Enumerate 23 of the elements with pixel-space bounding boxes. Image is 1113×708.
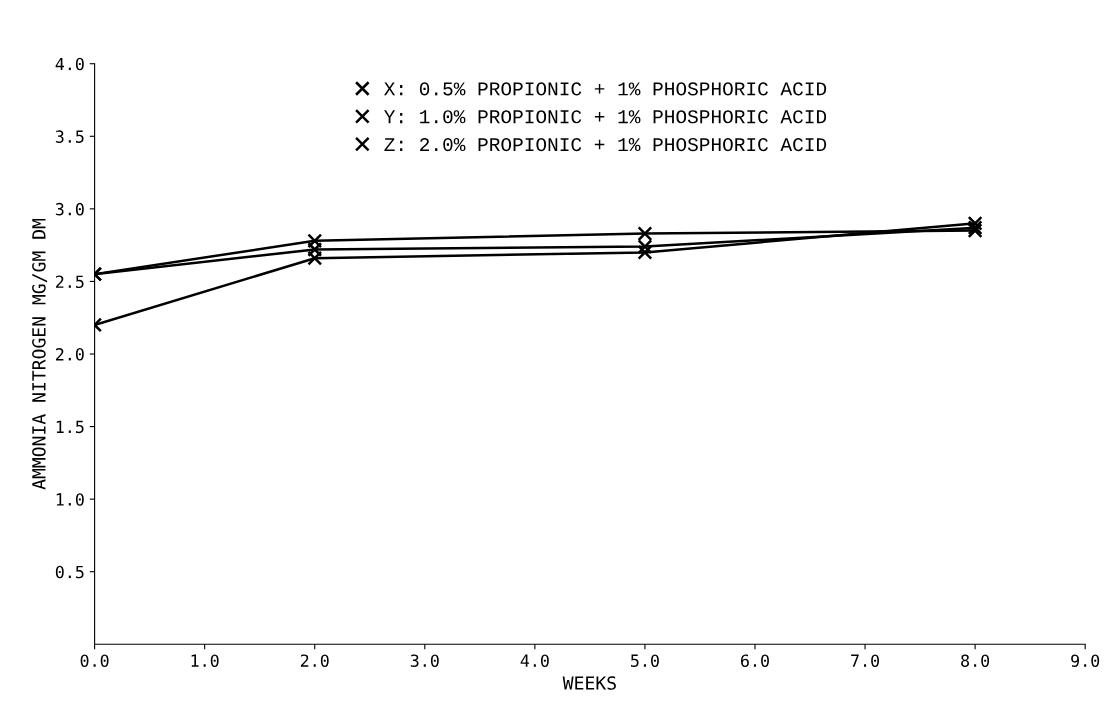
x-tick-label: 4.0: [520, 654, 549, 667]
x-tick-label: 2.0: [300, 654, 329, 667]
x-tick-label: 6.0: [741, 654, 769, 667]
y-tick-label: 1.5: [56, 420, 84, 434]
y-tick-label: 0.5: [55, 565, 84, 579]
y-axis-title: AMMONIA NITROGEN MG/GM DM: [32, 218, 48, 490]
x-tick-label: 5.0: [631, 654, 659, 667]
x-tick-label: 7.0: [851, 654, 880, 667]
x-axis-title: WEEKS: [562, 676, 616, 690]
x-tick-label: 8.0: [961, 654, 990, 667]
y-tick-label: 2.5: [56, 275, 84, 289]
x-tick-label: 3.0: [410, 654, 439, 667]
x-tick-label: 9.0: [1071, 654, 1100, 667]
y-tick-label: 3.5: [55, 130, 84, 143]
y-tick-label: 1.0: [56, 493, 84, 506]
x-tick-label: 0.0: [80, 654, 109, 667]
y-tick-label: 3.0: [55, 202, 84, 216]
y-tick-label: 2.0: [56, 348, 84, 361]
legend-label: Z: 2.0% PROPIONIC + 1% PHOSPHORIC ACID: [384, 138, 827, 152]
x-tick-label: 1.0: [191, 654, 219, 667]
legend-label: Y: 1.0% PROPIONIC + 1% PHOSPHORIC ACID: [384, 110, 827, 124]
legend-label: X: 0.5% PROPIONIC + 1% PHOSPHORIC ACID: [384, 82, 827, 96]
y-tick-label: 4.0: [55, 57, 84, 71]
